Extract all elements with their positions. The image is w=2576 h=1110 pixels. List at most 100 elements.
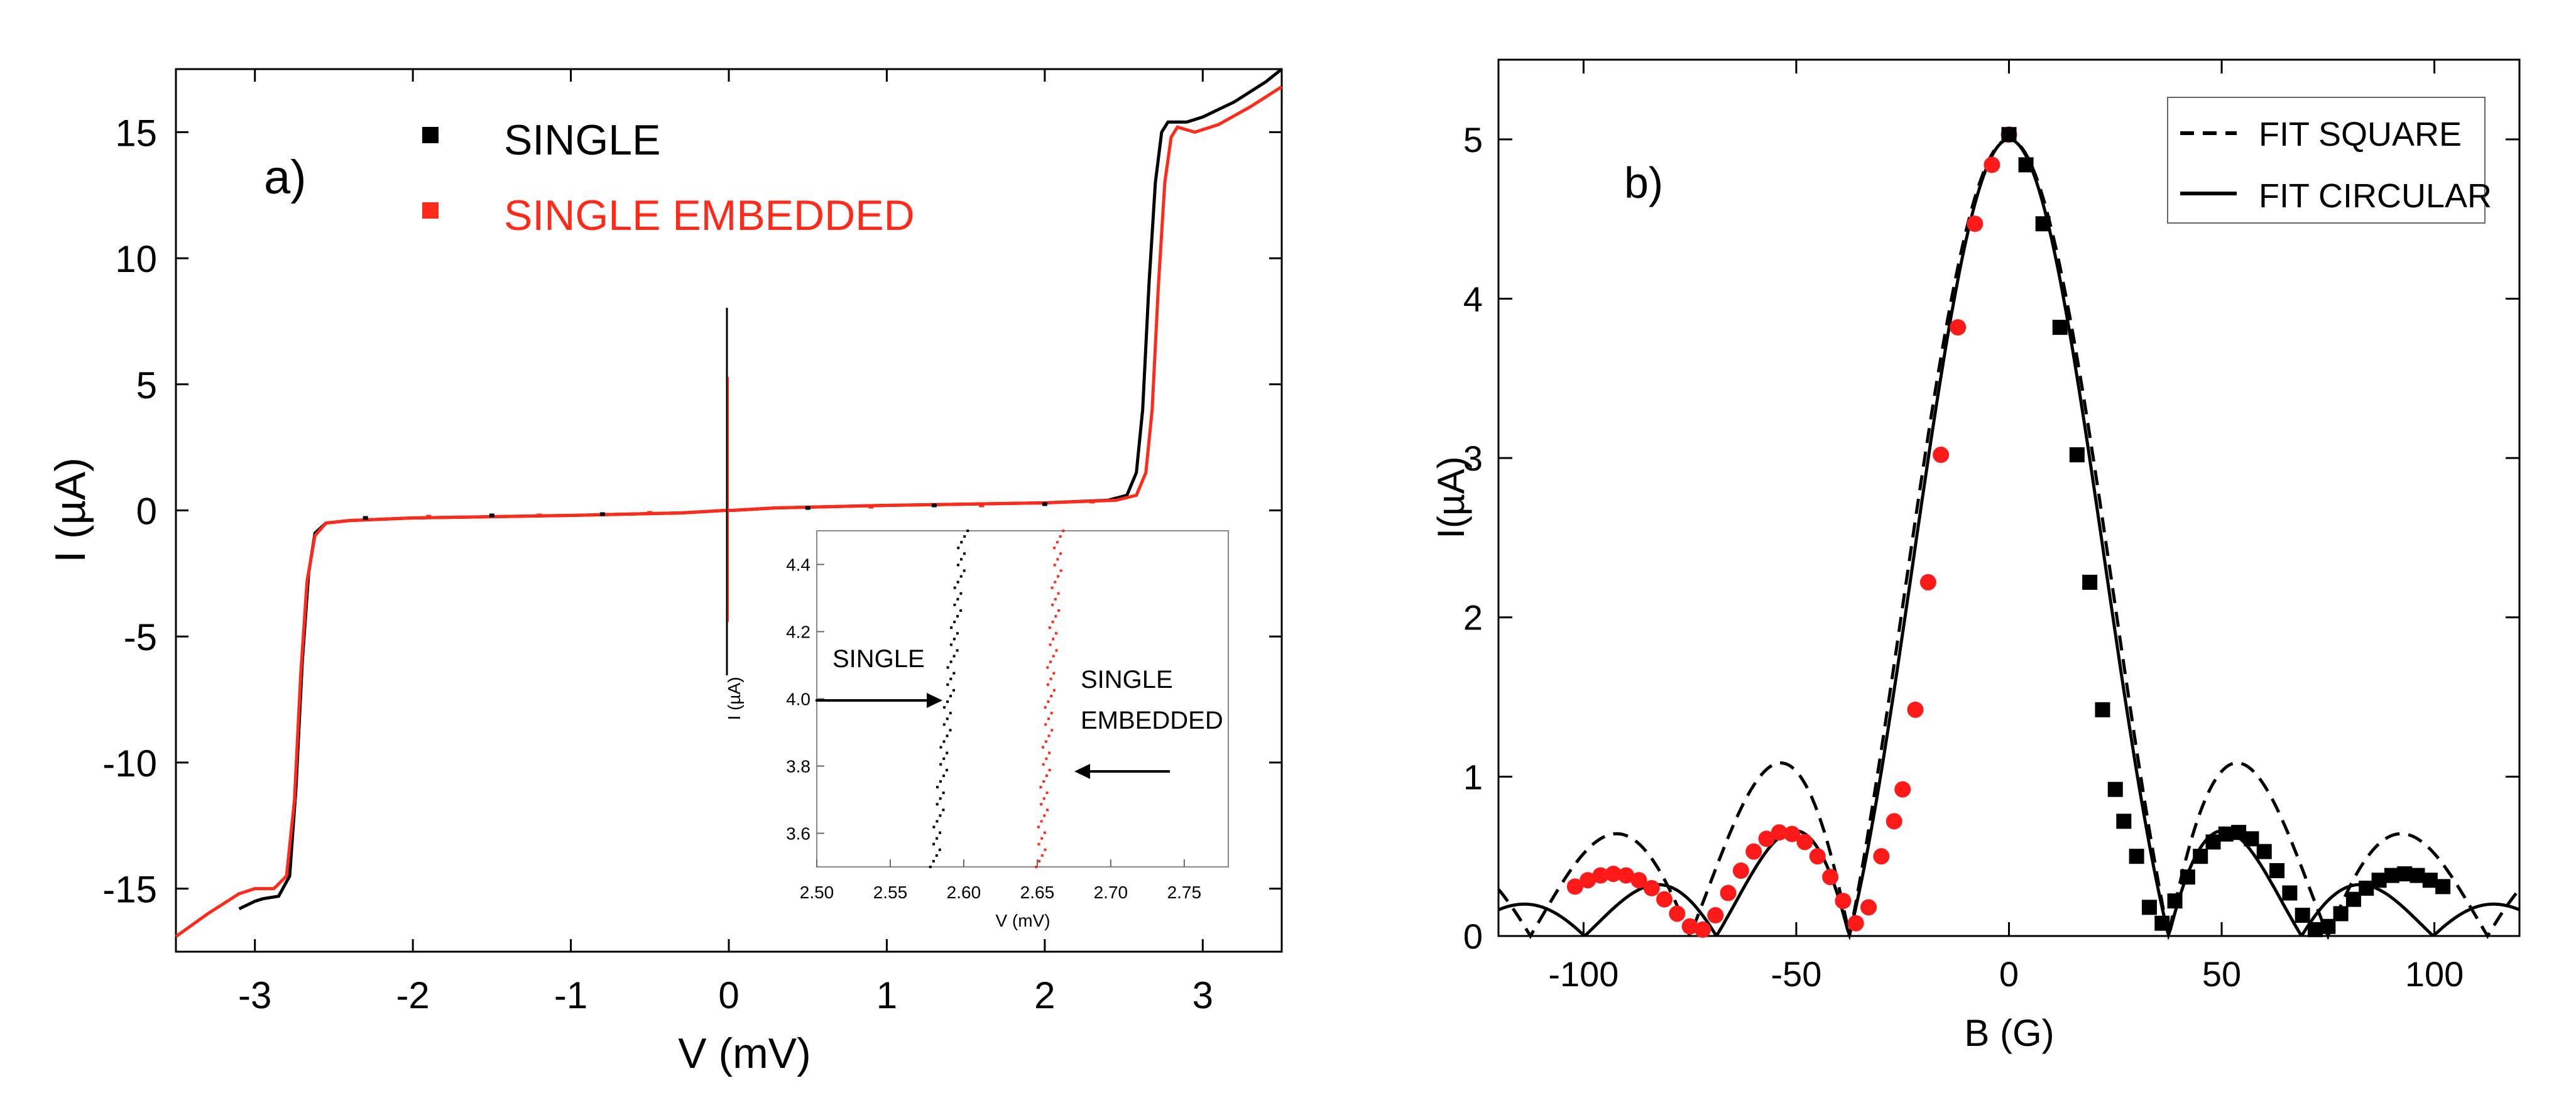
inset-point-embedded (1056, 541, 1059, 544)
inset-point-embedded (1057, 592, 1060, 595)
data-point-circle (1732, 862, 1749, 879)
inset-point-single (946, 717, 949, 721)
data-point-square (2069, 447, 2085, 463)
inset-point-embedded (1042, 746, 1045, 749)
data-point-square (2269, 863, 2285, 879)
panel-a-x-tick-label: -3 (238, 974, 271, 1016)
inset-point-embedded (1044, 848, 1047, 851)
panel-a-x-tick-label: -1 (554, 974, 587, 1016)
inset-point-embedded (1048, 768, 1051, 771)
data-point-circle (1967, 215, 1984, 232)
data-point-circle (1758, 830, 1775, 847)
inset-point-single (953, 603, 956, 606)
inset-point-single (959, 558, 963, 561)
inset-point-embedded (1043, 814, 1046, 817)
data-point-square (2422, 873, 2438, 888)
inset-point-embedded (1044, 740, 1047, 743)
inset-y-tick-label: 3.8 (786, 757, 810, 776)
data-point-square (2205, 834, 2221, 850)
data-point-circle (1580, 872, 1596, 889)
inset-point-embedded (1052, 655, 1055, 658)
inset-point-embedded (1048, 626, 1051, 629)
inset-point-single (932, 859, 935, 862)
inset-point-embedded (1056, 575, 1059, 578)
inset-point-single (956, 632, 959, 635)
panel-b-label: b) (1624, 158, 1663, 207)
inset-point-single (942, 792, 945, 795)
inset-point-single (956, 649, 959, 652)
data-point-square (2282, 885, 2298, 901)
inset-point-embedded (1056, 558, 1059, 561)
panel-a-y-tick-label: -5 (124, 616, 157, 658)
panel-b-y-tick-label: 3 (1463, 438, 1483, 478)
inset-point-single (936, 786, 939, 789)
inset-point-embedded (1048, 751, 1051, 754)
data-point-square (2256, 844, 2272, 859)
inset-point-embedded (1059, 535, 1062, 538)
inset-point-embedded (1037, 825, 1040, 829)
inset-point-single (943, 706, 946, 709)
data-point-square (2333, 906, 2349, 922)
inset-point-embedded (1062, 530, 1065, 532)
data-point-square (2320, 918, 2336, 934)
inset-point-single (946, 683, 949, 686)
inset-point-embedded (1051, 586, 1054, 589)
inset-point-single (956, 563, 959, 567)
panel-b-fits (1497, 138, 2521, 941)
data-point-square (2397, 866, 2413, 882)
panel-a-ylabel: I (µA) (46, 457, 94, 563)
inset-point-single (932, 825, 936, 829)
panel-b: -100 -50 0 50 100 0 1 2 3 4 5 b) FIT SQUARE FIT CI… (1430, 58, 2521, 1054)
legend-marker-single (422, 127, 439, 143)
inset-point-embedded (1046, 683, 1049, 686)
inset-point-embedded (1055, 649, 1058, 652)
inset-point-embedded (1053, 547, 1056, 550)
panel-b-y-tick-label: 1 (1463, 757, 1483, 797)
plateau-point (1042, 502, 1047, 506)
plateau-point (537, 513, 542, 518)
data-point-circle (1860, 899, 1877, 916)
plateau-point (868, 504, 874, 509)
inset-point-single (932, 842, 936, 846)
inset-point-embedded (1039, 786, 1042, 789)
legend-label-fit-square: FIT SQUARE (2259, 116, 2462, 153)
data-point-circle (1950, 319, 1967, 336)
data-point-square (2095, 702, 2110, 717)
inset-point-single (939, 831, 942, 834)
data-point-square (2308, 922, 2323, 937)
panel-a-x-tick-label: 0 (718, 974, 739, 1016)
panel-a-y-tick-label: 0 (136, 491, 157, 533)
inset-x-tick-label: 2.65 (1020, 883, 1055, 902)
inset-point-single (942, 757, 946, 760)
data-point-square (2116, 813, 2132, 829)
inset-point-embedded (1047, 700, 1050, 704)
inset-point-single (942, 723, 946, 726)
inset-point-single (935, 854, 938, 857)
panel-b-xlabel: B (G) (1964, 1012, 2054, 1054)
inset-point-embedded (1054, 615, 1057, 618)
panel-b-ylabel: I(µA) (1430, 456, 1472, 538)
inset-point-single (942, 774, 945, 777)
plateau-point (1089, 499, 1095, 504)
panel-a-xlabel: V (mV) (678, 1030, 811, 1077)
data-point-square (2082, 574, 2098, 590)
inset-point-embedded (1047, 717, 1050, 721)
panel-a-legend: SINGLE SINGLE EMBEDDED (422, 116, 915, 239)
inset-point-single (963, 552, 966, 555)
inset-point-embedded (1042, 797, 1045, 800)
inset-point-embedded (1054, 632, 1057, 635)
inset-point-single (946, 666, 949, 669)
inset-point-single (956, 615, 959, 618)
data-point-circle (1669, 905, 1686, 922)
panel-b-x-tick-label: 0 (1999, 954, 2019, 994)
inset-point-embedded (1052, 688, 1056, 692)
inset-annotation-single-embedded-1: SINGLE (1081, 666, 1173, 694)
inset-point-single (946, 751, 949, 754)
panel-b-data (1566, 126, 2451, 938)
data-point-circle (1809, 848, 1826, 865)
data-point-circle (1566, 878, 1583, 895)
data-point-circle (1707, 907, 1724, 924)
data-point-square (2107, 781, 2123, 797)
inset-arrow-single-head (927, 693, 942, 708)
